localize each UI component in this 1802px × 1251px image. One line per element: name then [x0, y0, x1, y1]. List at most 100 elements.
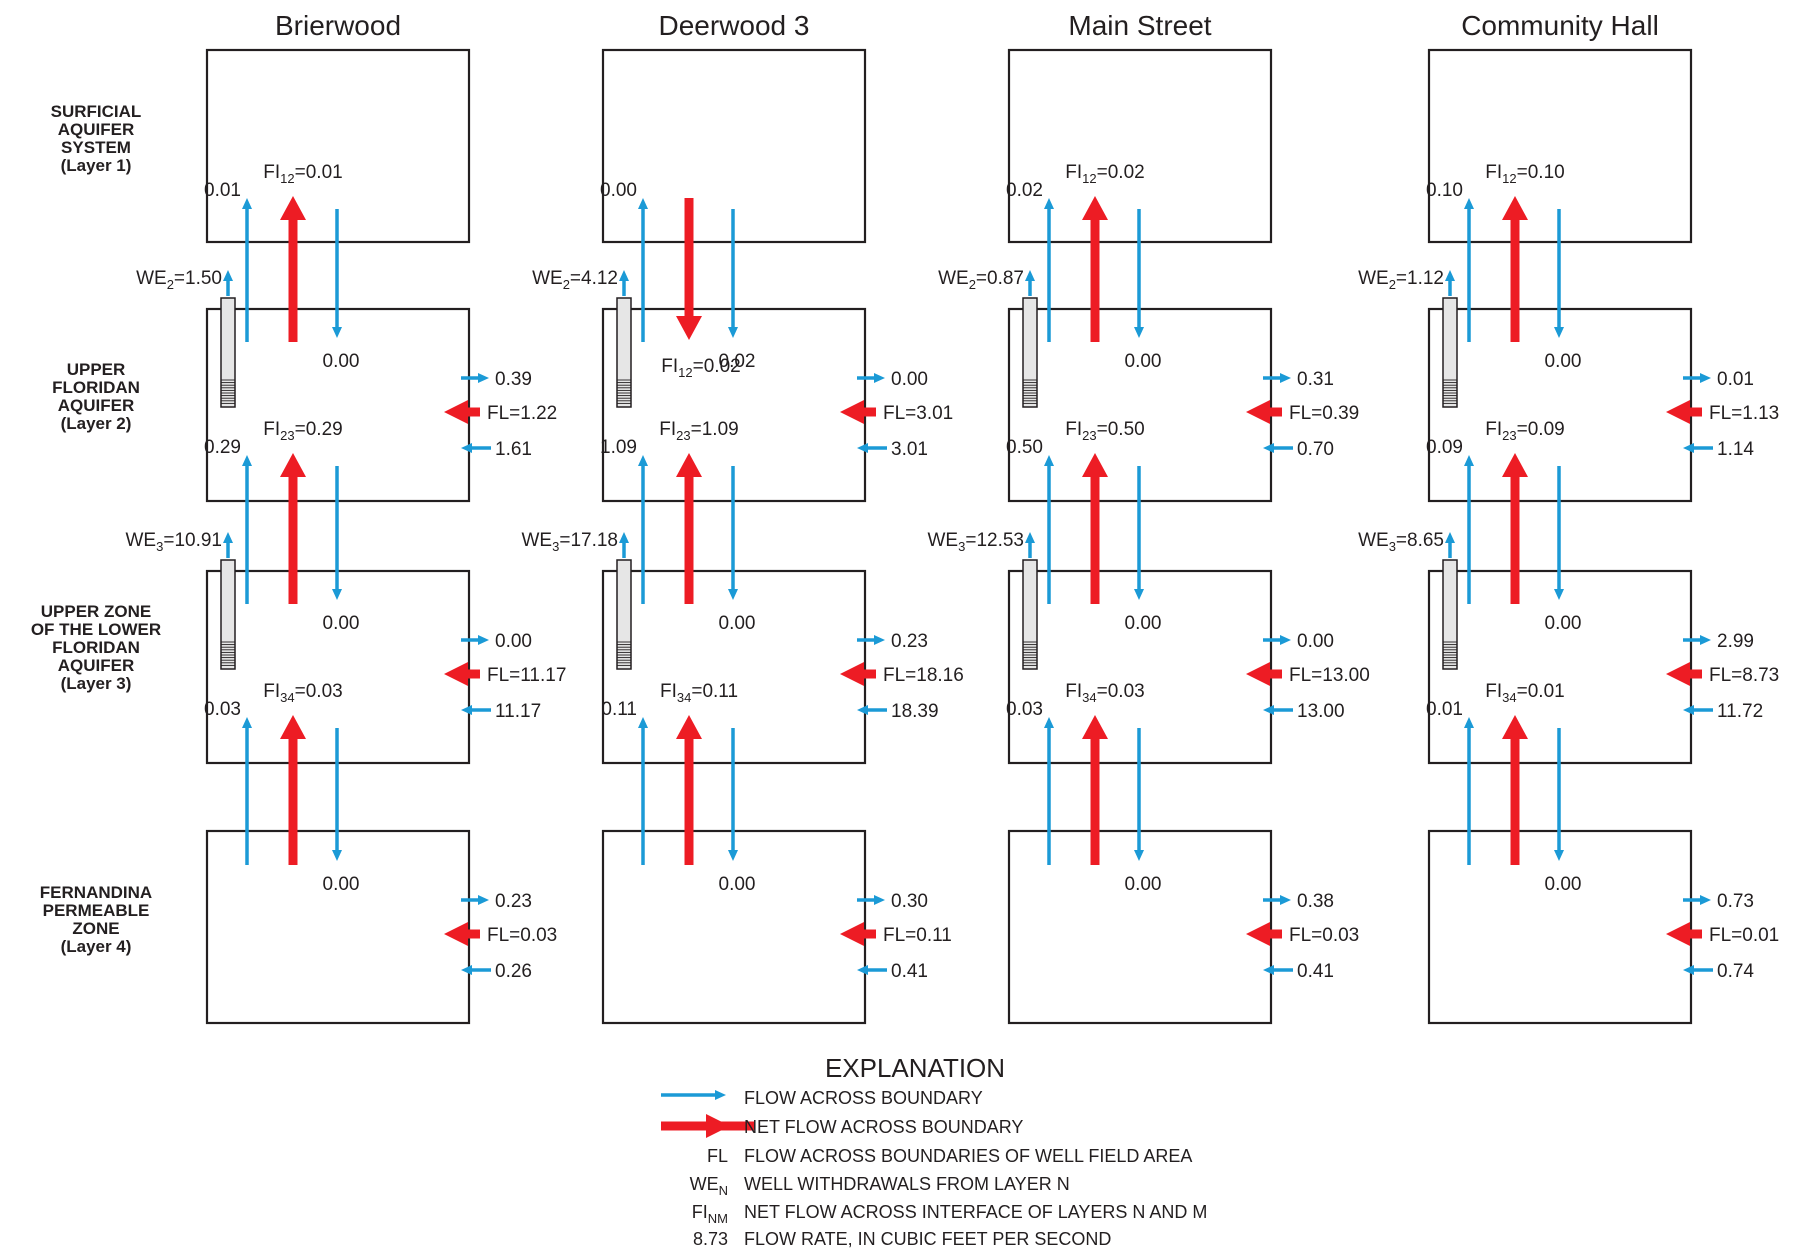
boundary-outflow-value: 0.00	[1297, 631, 1334, 652]
interface-up-value: 0.50	[1006, 437, 1043, 458]
net-lateral-label: FL=1.13	[1709, 403, 1779, 424]
interface-down-value: 0.00	[1545, 613, 1582, 634]
layer-label-line: FERNANDINA	[40, 883, 152, 902]
legend-symbol: 8.73	[693, 1229, 728, 1249]
net-lateral-label: FL=8.73	[1709, 665, 1779, 686]
net-lateral-arrow-head	[444, 922, 468, 946]
interface-down-arrow-head	[728, 589, 738, 600]
legend-symbol: WEN	[690, 1174, 728, 1198]
net-interface-arrow-head	[1502, 715, 1528, 739]
site-title: Main Street	[1068, 10, 1211, 41]
legend-text: WELL WITHDRAWALS FROM LAYER N	[744, 1174, 1070, 1194]
interface-down-arrow-head	[1554, 589, 1564, 600]
boundary-inflow-value: 1.61	[495, 439, 532, 460]
well-withdrawal-arrow-head	[619, 270, 629, 281]
boundary-outflow-value: 0.30	[891, 891, 928, 912]
interface-up-value: 0.03	[1006, 699, 1043, 720]
layer-label-line: AQUIFER	[58, 120, 135, 139]
well-withdrawal-label: WE2=1.50	[136, 268, 222, 292]
boundary-inflow-value: 0.74	[1717, 961, 1754, 982]
boundary-outflow-arrow-head	[1700, 373, 1711, 383]
explanation-legend: EXPLANATION FLOW ACROSS BOUNDARY NET FLOW …	[661, 1053, 1207, 1249]
interface-up-arrow-head	[1044, 198, 1054, 209]
boundary-outflow-arrow-head	[1280, 895, 1291, 905]
interface-down-arrow-head	[1134, 589, 1144, 600]
site-panel: Main Street WE2=0.87 WE3=12.53 0.02 0.00 FI12…	[928, 10, 1370, 1025]
boundary-outflow-arrow-head	[874, 895, 885, 905]
boundary-inflow-value: 11.17	[495, 701, 541, 722]
boundary-inflow-value: 1.14	[1717, 439, 1754, 460]
net-lateral-arrow-head	[840, 400, 864, 424]
layer-label-line: OF THE LOWER	[31, 620, 161, 639]
net-interface-label: FI23=0.50	[1065, 419, 1144, 443]
legend-text: NET FLOW ACROSS BOUNDARY	[744, 1117, 1023, 1137]
net-lateral-arrow-head	[840, 662, 864, 686]
layer-label-line: SYSTEM	[61, 138, 131, 157]
interface-down-value: 0.00	[1125, 874, 1162, 895]
legend-symbol: FINM	[692, 1202, 728, 1226]
interface-down-value: 0.00	[323, 613, 360, 634]
site-panels: Brierwood WE2=1.50 WE3=10.91 0.01 0.00 FI12=0…	[126, 10, 1779, 1025]
boundary-outflow-arrow-head	[874, 635, 885, 645]
interface-down-value: 0.00	[1545, 351, 1582, 372]
interface-down-value: 0.00	[1125, 613, 1162, 634]
boundary-inflow-arrow-head	[461, 443, 472, 453]
net-interface-arrow-head	[280, 715, 306, 739]
layer-label-line: UPPER ZONE	[41, 602, 152, 621]
well-withdrawal-label: WE3=12.53	[928, 530, 1025, 554]
net-interface-arrow-head	[1082, 453, 1108, 477]
net-interface-label: FI34=0.03	[263, 681, 342, 705]
interface-down-arrow-head	[728, 850, 738, 861]
boundary-inflow-value: 0.26	[495, 961, 532, 982]
net-lateral-arrow-head	[1246, 922, 1270, 946]
interface-down-value: 0.00	[719, 874, 756, 895]
interface-up-arrow-head	[1044, 717, 1054, 728]
interface-down-value: 0.00	[1545, 874, 1582, 895]
net-interface-arrow-head	[1082, 715, 1108, 739]
boundary-inflow-value: 3.01	[891, 439, 928, 460]
boundary-outflow-arrow-head	[874, 373, 885, 383]
layer-label-line: SURFICIAL	[51, 102, 142, 121]
boundary-outflow-arrow-head	[478, 373, 489, 383]
net-lateral-label: FL=11.17	[487, 665, 566, 686]
layer-label-line: FLORIDAN	[52, 638, 140, 657]
interface-up-arrow-head	[638, 455, 648, 466]
site-title: Deerwood 3	[659, 10, 810, 41]
interface-up-value: 1.09	[600, 437, 637, 458]
site-panel: Brierwood WE2=1.50 WE3=10.91 0.01 0.00 FI12=0…	[126, 10, 566, 1025]
boundary-outflow-arrow-head	[1280, 373, 1291, 383]
interface-down-arrow-head	[1554, 850, 1564, 861]
interface-down-arrow-head	[1134, 850, 1144, 861]
interface-up-arrow-head	[1044, 455, 1054, 466]
net-lateral-label: FL=0.39	[1289, 403, 1359, 424]
boundary-outflow-arrow-head	[1700, 635, 1711, 645]
legend-text: FLOW RATE, IN CUBIC FEET PER SECOND	[744, 1229, 1111, 1249]
boundary-outflow-arrow-head	[478, 895, 489, 905]
net-lateral-label: FL=0.11	[883, 925, 952, 946]
interface-up-arrow-head	[1464, 717, 1474, 728]
boundary-outflow-value: 0.01	[1717, 369, 1754, 390]
boundary-outflow-value: 0.39	[495, 369, 532, 390]
net-lateral-arrow-head	[1666, 400, 1690, 424]
site-title: Brierwood	[275, 10, 401, 41]
interface-down-arrow-head	[332, 589, 342, 600]
net-interface-arrow-head	[676, 316, 702, 340]
net-interface-label: FI23=0.09	[1485, 419, 1564, 443]
well-withdrawal-label: WE3=10.91	[126, 530, 223, 554]
well-withdrawal-arrow-head	[619, 532, 629, 543]
net-lateral-arrow-head	[1666, 662, 1690, 686]
net-interface-arrow-head	[1502, 196, 1528, 220]
layer-label-line: PERMEABLE	[43, 901, 150, 920]
interface-up-value: 0.09	[1426, 437, 1463, 458]
interface-down-arrow-head	[728, 327, 738, 338]
boundary-inflow-arrow-head	[857, 443, 868, 453]
net-lateral-label: FL=0.01	[1709, 925, 1779, 946]
interface-down-value: 0.02	[719, 351, 756, 372]
net-interface-label: FI12=0.01	[263, 162, 342, 186]
net-interface-arrow-head	[280, 453, 306, 477]
interface-down-arrow-head	[1134, 327, 1144, 338]
well-withdrawal-arrow-head	[1025, 532, 1035, 543]
net-interface-arrow-head	[676, 715, 702, 739]
net-interface-label: FI12=0.10	[1485, 162, 1564, 186]
